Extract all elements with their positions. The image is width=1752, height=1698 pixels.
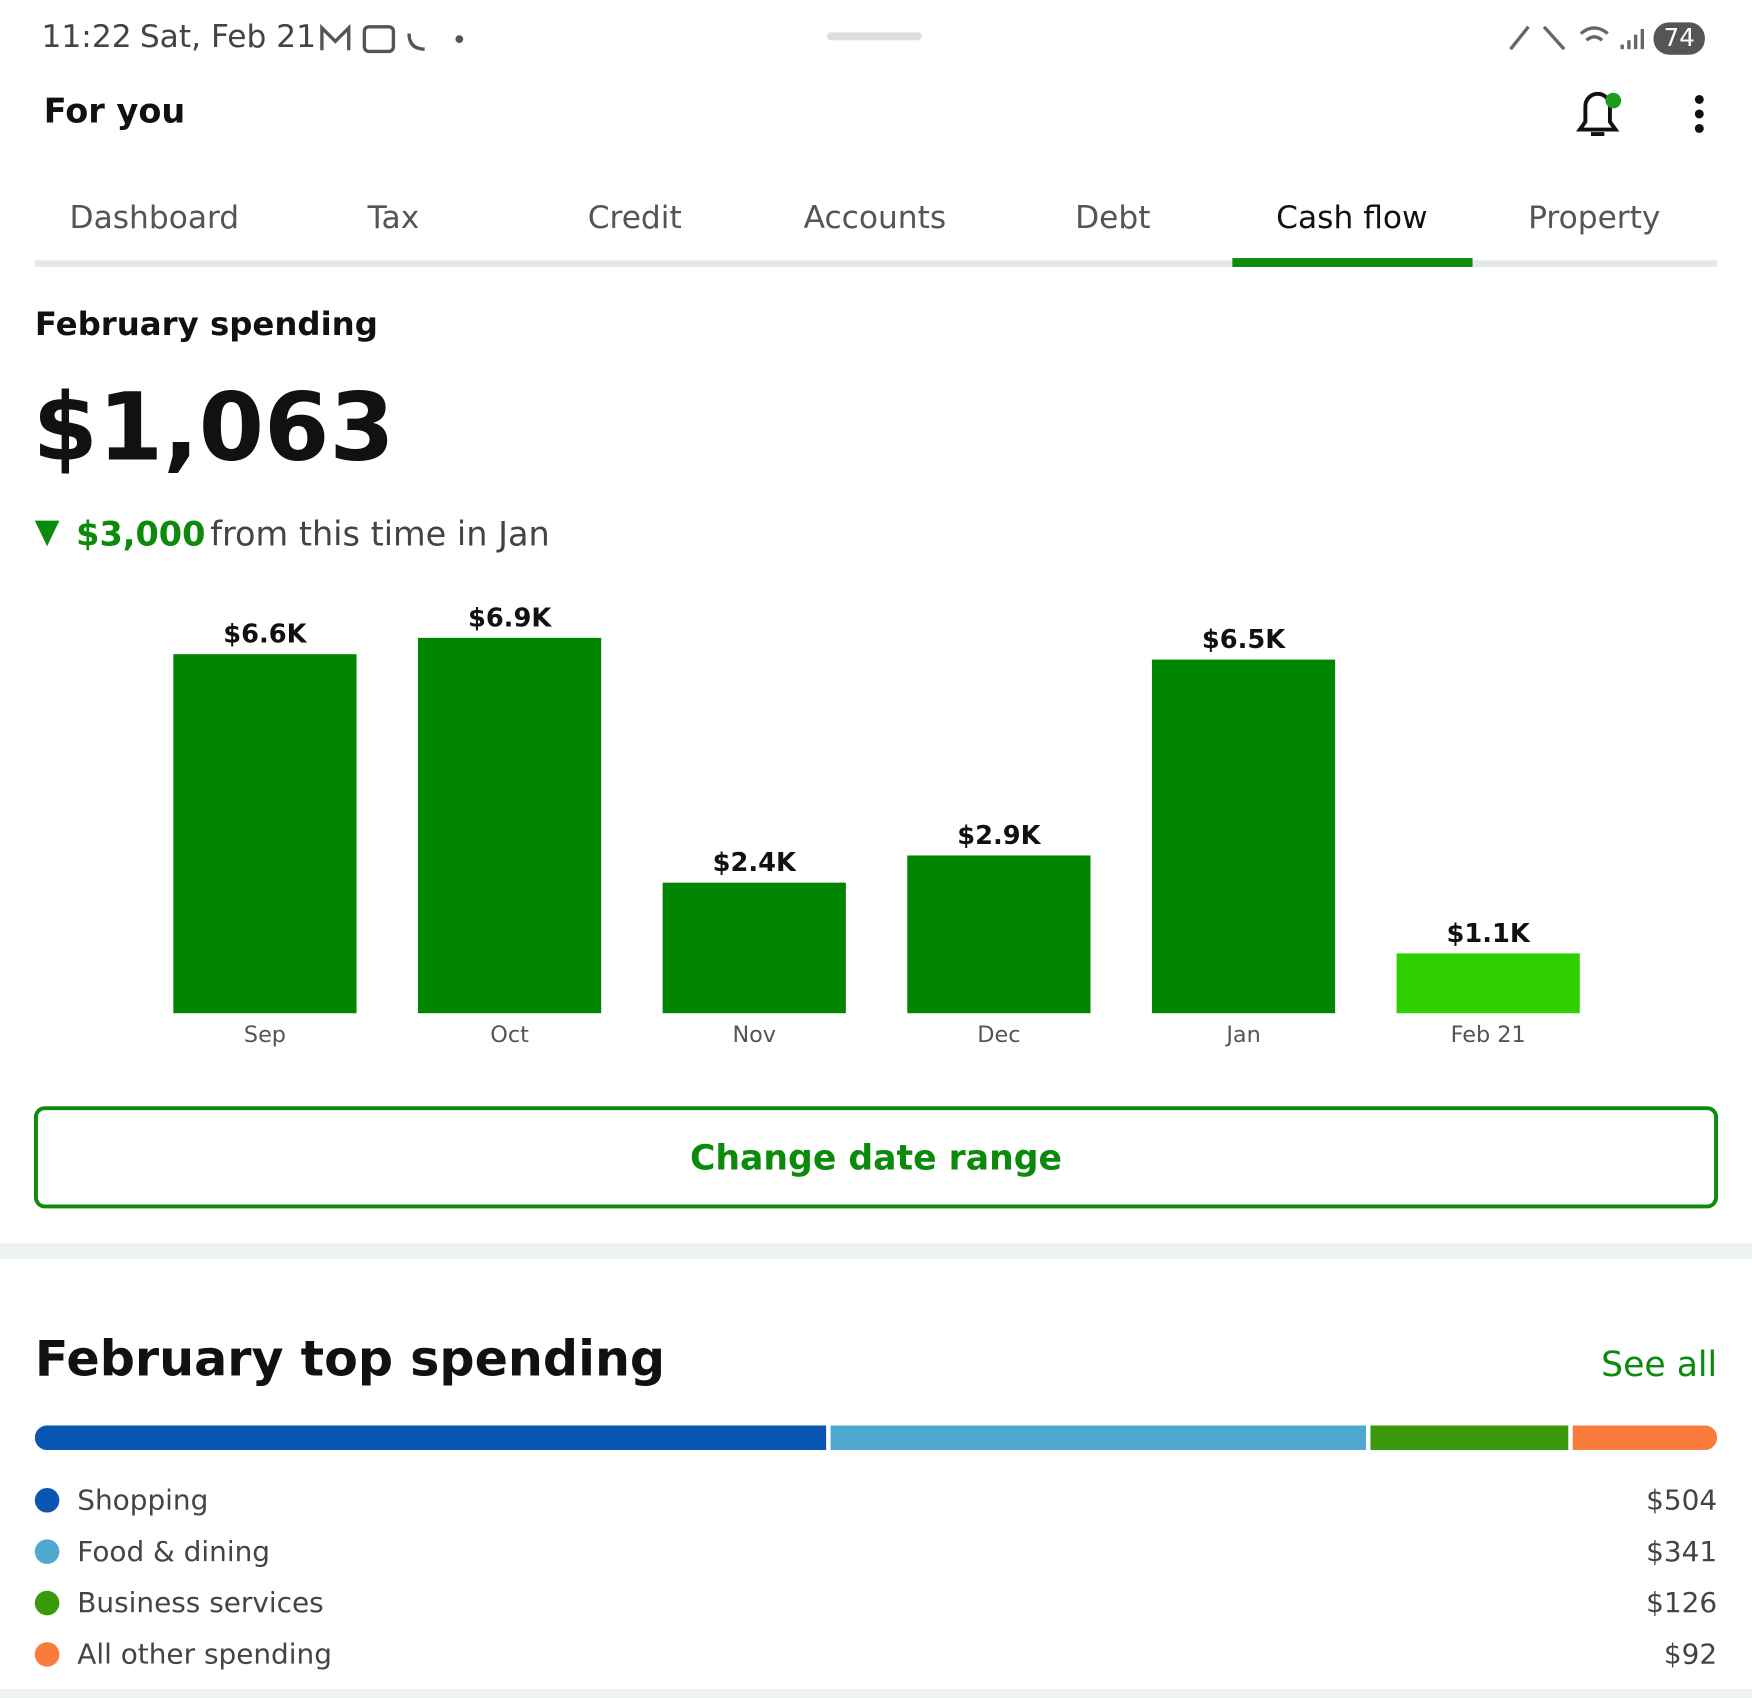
bar-value-label: $6.5K xyxy=(1202,625,1286,655)
change-text: from this time in Jan xyxy=(210,515,550,554)
bar-value-label: $2.9K xyxy=(957,821,1041,851)
legend-label: Business services xyxy=(77,1586,323,1619)
x-tick-label: Feb 21 xyxy=(1451,1022,1526,1048)
tab[interactable]: Cash flow xyxy=(1276,200,1427,236)
menu-dot[interactable] xyxy=(1694,123,1704,133)
section-title: February spending xyxy=(35,305,378,343)
legend: Shopping $504 Food & dining $341 Business se… xyxy=(34,1483,1717,1671)
status-time: 11:22 xyxy=(42,19,132,55)
legend-value: $341 xyxy=(1646,1535,1717,1568)
x-tick-label: Sep xyxy=(244,1022,286,1048)
legend-label: All other spending xyxy=(77,1638,332,1671)
legend-dot xyxy=(34,1487,60,1513)
battery-level: 74 xyxy=(1664,23,1695,52)
bar-value-label: $1.1K xyxy=(1447,919,1531,949)
legend-label: Food & dining xyxy=(77,1535,270,1568)
legend-dot xyxy=(34,1642,60,1667)
legend-value: $126 xyxy=(1646,1586,1717,1619)
bar xyxy=(1396,953,1580,1014)
legend-label: Shopping xyxy=(77,1483,208,1516)
active-tab-indicator xyxy=(1232,258,1473,267)
header-title: For you xyxy=(44,91,185,130)
menu-dot[interactable] xyxy=(1694,94,1704,104)
stack-segment xyxy=(1370,1425,1569,1451)
tab-rule xyxy=(34,260,1718,267)
stack-segment xyxy=(1572,1425,1718,1451)
stacked-bar xyxy=(34,1425,1718,1451)
x-tick-label: Nov xyxy=(732,1022,776,1048)
stack-segment xyxy=(34,1425,827,1451)
bar xyxy=(1151,659,1336,1014)
status-date: Sat, Feb 21 xyxy=(140,19,316,55)
x-tick-label: Oct xyxy=(490,1022,529,1048)
bar xyxy=(907,855,1091,1014)
tab-bar: Dashboard Tax Credit Accounts Debt Cash flow P… xyxy=(34,200,1718,267)
notifications-button[interactable] xyxy=(1575,91,1622,137)
tab[interactable]: Debt xyxy=(1075,200,1150,236)
change-amount: $3,000 xyxy=(76,515,205,554)
down-arrow xyxy=(34,520,60,547)
tab[interactable]: Property xyxy=(1528,200,1660,236)
tab[interactable]: Tax xyxy=(367,200,420,236)
bar-value-label: $6.6K xyxy=(223,620,307,650)
legend-value: $504 xyxy=(1646,1483,1717,1516)
status-dot xyxy=(455,35,464,44)
section-divider xyxy=(0,1243,1752,1259)
more-menu[interactable] xyxy=(1694,94,1704,133)
notification-badge xyxy=(1605,92,1622,109)
stack-segment xyxy=(830,1425,1366,1451)
tab[interactable]: Dashboard xyxy=(70,200,240,236)
battery xyxy=(1653,22,1705,55)
system-icons xyxy=(1509,25,1645,51)
legend-value: $92 xyxy=(1664,1638,1717,1671)
x-tick-label: Jan xyxy=(1224,1022,1260,1048)
legend-dot xyxy=(34,1539,60,1564)
bar-value-label: $6.9K xyxy=(468,603,552,633)
tab[interactable]: Credit xyxy=(588,200,682,236)
top-spending-title: February top spending xyxy=(35,1329,665,1387)
menu-dot[interactable] xyxy=(1694,109,1704,119)
see-all-link[interactable]: See all xyxy=(1601,1345,1717,1385)
bar xyxy=(417,637,602,1014)
bar xyxy=(173,654,357,1014)
bottom-divider xyxy=(0,1689,1752,1698)
status-icons xyxy=(320,23,425,54)
x-tick-label: Dec xyxy=(977,1022,1020,1048)
tab[interactable]: Accounts xyxy=(804,200,947,236)
drag-handle xyxy=(826,32,922,41)
change-date-range-button[interactable] xyxy=(33,1106,1719,1209)
button-label[interactable]: Change date range xyxy=(690,1139,1062,1179)
bar-chart: $6.6K Sep $6.9K Oct $2.4K Nov $2.9K Dec $6.5K Jan… xyxy=(173,603,1580,1048)
legend-dot xyxy=(34,1590,60,1616)
bar-value-label: $2.4K xyxy=(713,848,797,878)
bar xyxy=(662,882,846,1014)
total-amount: $1,063 xyxy=(33,373,395,482)
